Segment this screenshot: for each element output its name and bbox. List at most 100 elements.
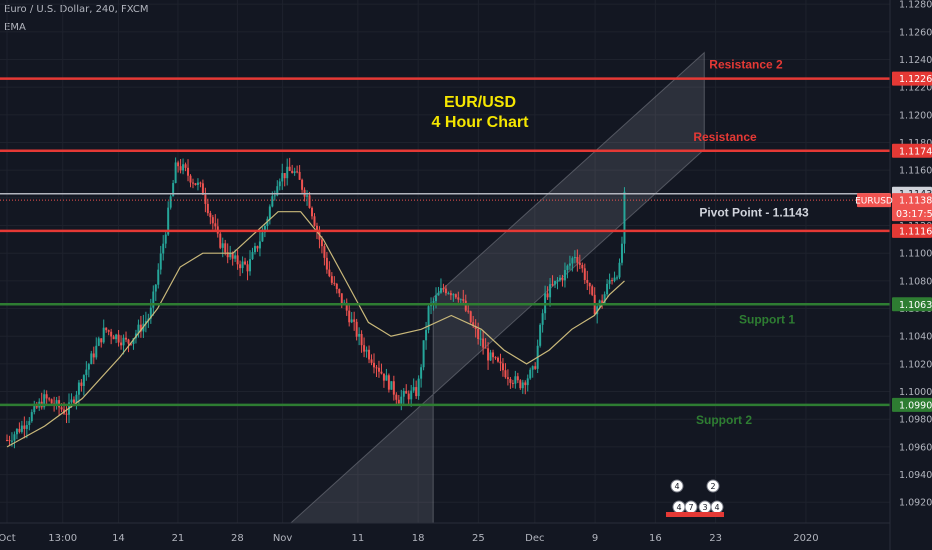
candle xyxy=(105,327,108,333)
candle-body xyxy=(373,362,376,368)
candle xyxy=(355,318,358,341)
candle-body xyxy=(23,425,26,429)
candle xyxy=(87,362,90,378)
candle xyxy=(606,279,609,297)
candle xyxy=(8,435,11,446)
candle xyxy=(241,256,244,274)
candle xyxy=(474,319,477,338)
candle xyxy=(261,227,264,242)
candle xyxy=(187,159,190,182)
candle xyxy=(184,162,187,172)
candle xyxy=(501,358,504,377)
price-tag-label: 1.11740 xyxy=(899,146,932,157)
candle-body xyxy=(281,173,284,182)
candle xyxy=(239,260,242,277)
candle xyxy=(380,363,383,375)
candle xyxy=(407,390,410,405)
candle-body xyxy=(132,338,135,345)
candle xyxy=(489,349,492,362)
candle-body xyxy=(214,223,217,227)
chart-title-line: EUR/USD xyxy=(444,94,516,111)
candle-body xyxy=(239,264,242,269)
candle-body xyxy=(174,162,177,184)
candle xyxy=(177,160,180,173)
candle-body xyxy=(20,425,23,432)
candle-body xyxy=(355,321,358,337)
candle xyxy=(256,245,259,252)
candle xyxy=(613,271,616,283)
candle-body xyxy=(583,268,586,280)
candle-body xyxy=(231,252,234,259)
candle-body xyxy=(204,194,207,204)
candle xyxy=(420,364,423,388)
price-tag-label: 1.09904 xyxy=(899,400,932,411)
candle-body xyxy=(80,382,83,386)
candle-body xyxy=(152,291,155,308)
candle-body xyxy=(211,217,214,224)
candle xyxy=(405,384,408,394)
price-axis: 1.12800 1.12600 1.12400 1.12200 1.12000 1.118… xyxy=(889,0,932,550)
candle xyxy=(33,400,36,415)
candle-body xyxy=(127,339,130,344)
candle xyxy=(573,250,576,264)
candle-body xyxy=(196,182,199,185)
candle-body xyxy=(407,393,410,400)
candle-body xyxy=(10,440,13,442)
price-tag-label: 1.12262 xyxy=(899,74,932,85)
candle xyxy=(75,390,78,410)
candle xyxy=(541,309,544,333)
candle xyxy=(55,396,58,410)
candle xyxy=(457,291,460,303)
event-marker-band xyxy=(666,512,724,517)
candle xyxy=(77,379,80,405)
candle xyxy=(558,274,561,282)
price-tick-label: 1.11800 xyxy=(899,138,932,149)
candle-body xyxy=(360,333,363,346)
candle xyxy=(122,334,125,355)
candle-body xyxy=(558,277,561,281)
candle xyxy=(323,243,326,266)
candle-body xyxy=(301,179,304,190)
candle-body xyxy=(382,373,385,381)
candle-body xyxy=(370,359,373,363)
candle xyxy=(100,338,103,348)
candle-body xyxy=(35,405,38,408)
candle xyxy=(368,345,371,364)
candle-body xyxy=(313,216,316,226)
candle-body xyxy=(390,381,393,390)
candle xyxy=(219,231,222,250)
candle-body xyxy=(107,330,110,332)
candle-body xyxy=(157,269,160,285)
candle xyxy=(373,353,376,374)
candle-body xyxy=(273,195,276,197)
candle xyxy=(43,389,46,410)
candle-body xyxy=(566,265,569,271)
candle-body xyxy=(422,340,425,368)
candle xyxy=(283,173,286,187)
candle-body xyxy=(484,347,487,349)
candle-body xyxy=(283,173,286,179)
candle-body xyxy=(397,399,400,404)
candle-body xyxy=(320,239,323,247)
candle-body xyxy=(191,182,194,184)
candle xyxy=(125,331,128,343)
candle-body xyxy=(298,171,301,180)
candle xyxy=(437,286,440,296)
candle-body xyxy=(556,280,559,282)
candle-body xyxy=(117,334,120,343)
candle-body xyxy=(395,394,398,400)
candle xyxy=(571,256,574,272)
candle xyxy=(157,263,160,289)
candle-body xyxy=(164,234,167,244)
candle xyxy=(335,282,338,294)
candle-body xyxy=(311,207,314,217)
candle xyxy=(258,231,261,257)
candle xyxy=(13,431,16,449)
candle-body xyxy=(410,390,413,400)
candle-body xyxy=(159,253,162,270)
candle-body xyxy=(573,256,576,259)
time-tick-label: 28 xyxy=(231,533,244,544)
price-tick-label: 1.10000 xyxy=(899,387,932,398)
